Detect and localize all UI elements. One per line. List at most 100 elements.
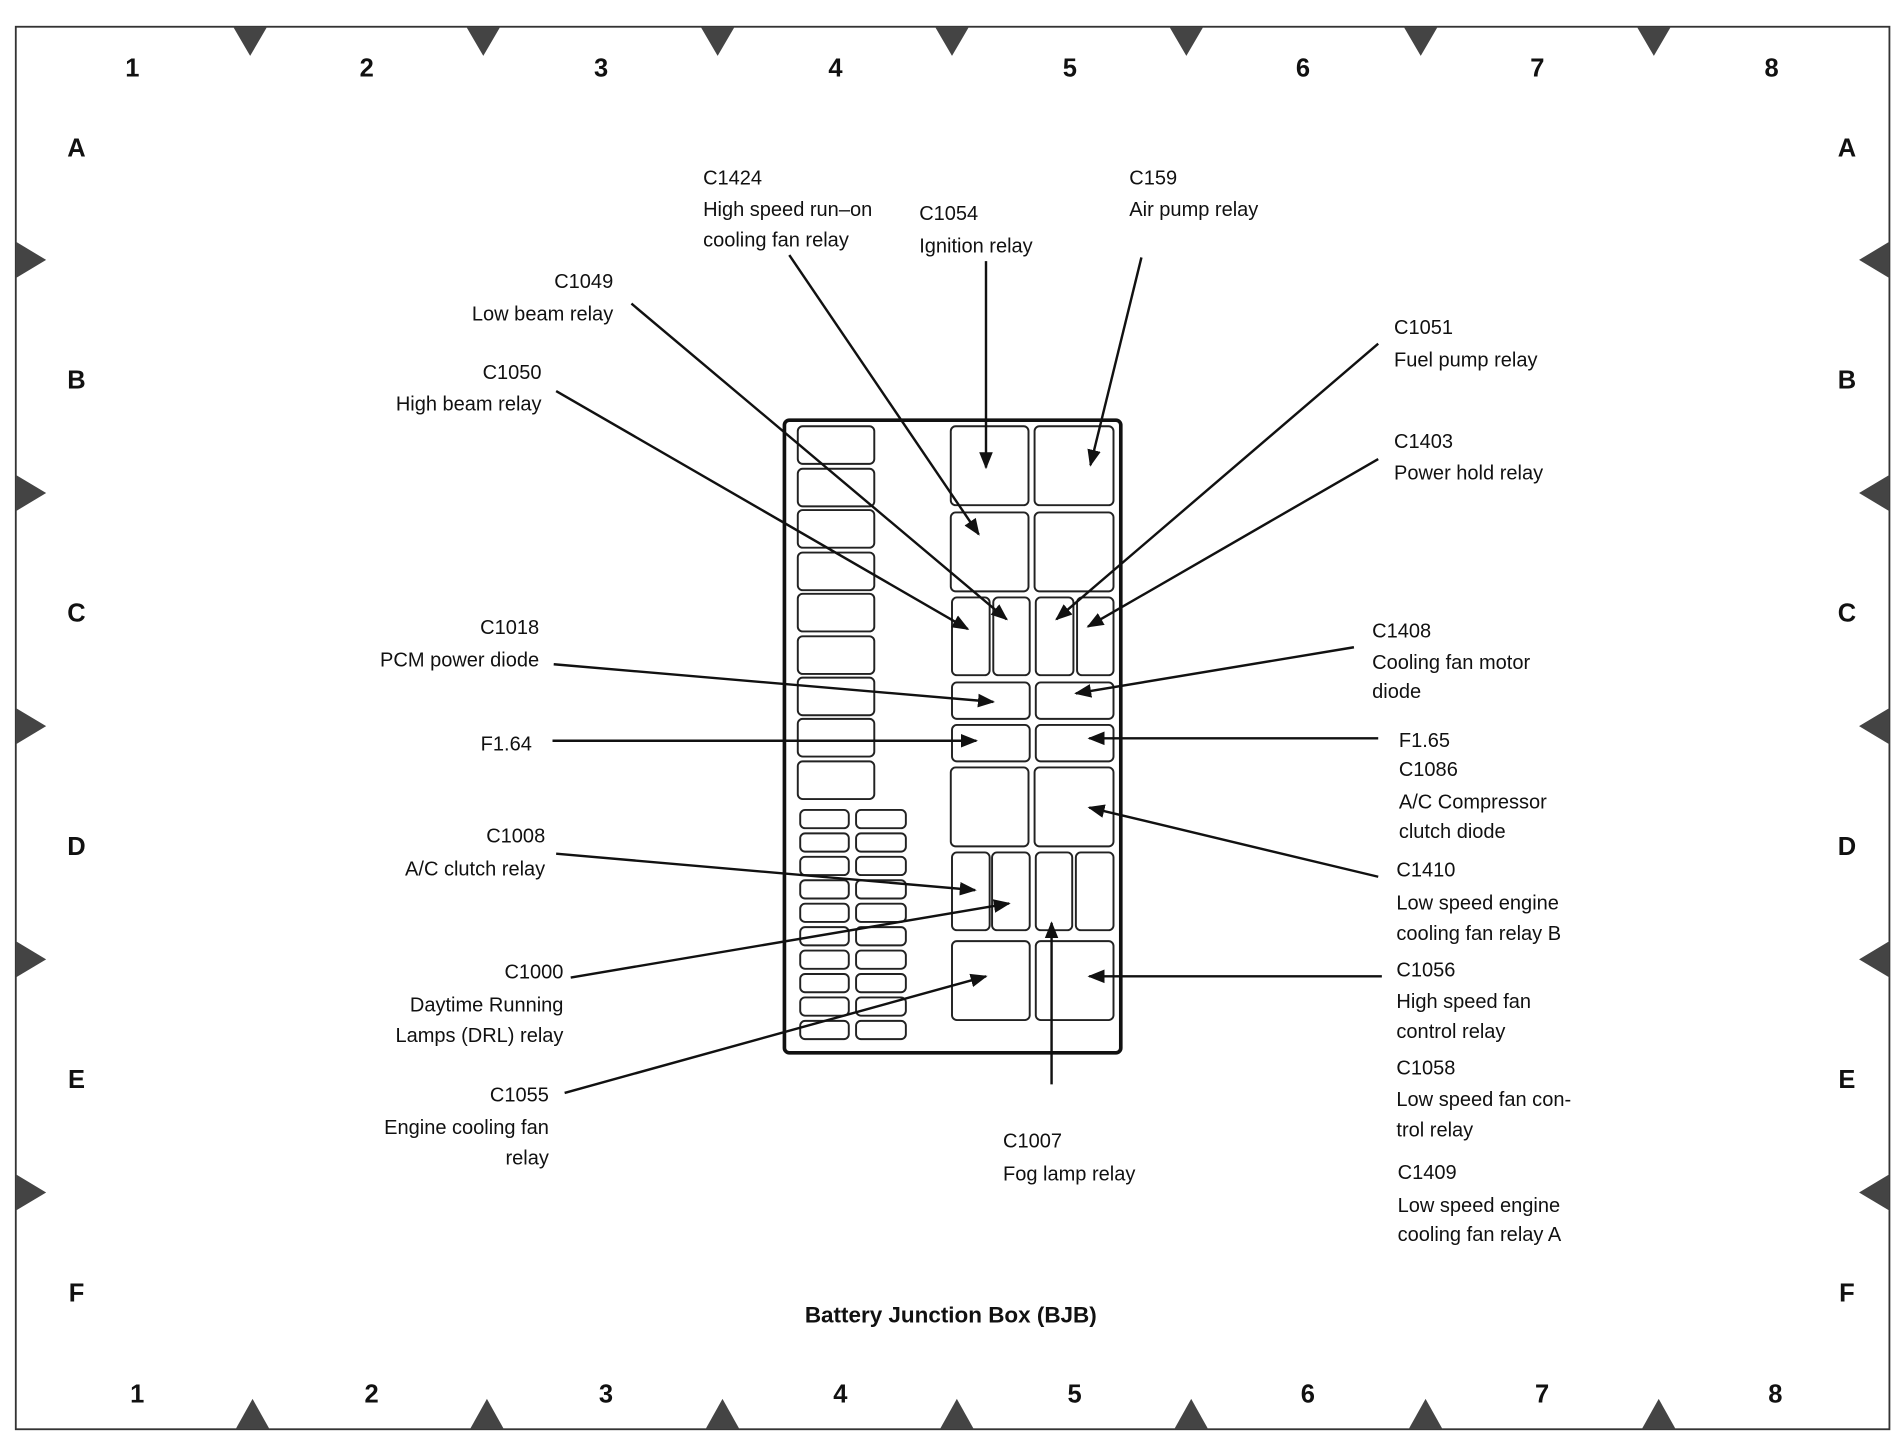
column-label-top: 3 — [594, 55, 608, 83]
grid-marker-top — [466, 26, 501, 56]
connector-code: C1054 — [919, 203, 978, 225]
mini-fuse-slot — [799, 949, 850, 970]
callout-arrows — [552, 254, 1382, 1095]
mini-fuse-slot — [855, 1019, 907, 1041]
grid-marker-top — [1169, 26, 1204, 56]
grid-marker-right — [1859, 707, 1890, 745]
fuse-slot — [796, 551, 876, 592]
callout-16: C1058 Low speed fan con-trol relay — [1396, 1058, 1571, 1142]
grid-marker-bottom — [469, 1398, 504, 1430]
component-name: clutch diode — [1399, 821, 1506, 843]
component-name: Low speed engine — [1396, 893, 1558, 915]
component-name: cooling fan relay A — [1398, 1224, 1562, 1246]
connector-code: C1410 — [1396, 860, 1455, 882]
relay-slot — [1076, 596, 1115, 677]
mini-fuse-slot — [799, 996, 850, 1017]
mini-fuse-slot — [855, 808, 907, 830]
callout-arrow — [1087, 257, 1143, 467]
connector-code: C1055 — [490, 1084, 549, 1106]
grid-markers — [15, 26, 1890, 1430]
callout-17: C1409 Low speed engine cooling fan relay A — [1398, 1162, 1562, 1246]
fuse-slot — [796, 717, 876, 758]
connector-code: C1424 — [703, 168, 762, 190]
column-label-top: 6 — [1296, 55, 1310, 83]
fuse-slot — [796, 592, 876, 633]
connector-code: C1058 — [1396, 1058, 1455, 1080]
callout-7: C1018 PCM power diode — [380, 617, 539, 672]
mini-fuse-slot — [799, 879, 850, 900]
relay-slot — [1034, 723, 1115, 763]
component-name: Low beam relay — [472, 304, 613, 326]
component-name: Power hold relay — [1394, 463, 1543, 485]
callout-arrow — [555, 389, 970, 631]
grid-marker-left — [15, 1174, 47, 1211]
relay-slot — [991, 851, 1031, 932]
connector-code: C1049 — [554, 271, 613, 293]
component-name: trol relay — [1396, 1120, 1473, 1142]
grid-marker-top — [700, 26, 735, 56]
connector-code: C1051 — [1394, 317, 1453, 339]
callout-5: C1051 Fuel pump relay — [1394, 317, 1538, 372]
relay-slot — [951, 851, 991, 932]
column-label-bottom: 5 — [1068, 1381, 1082, 1409]
callout-arrow — [556, 852, 977, 896]
callout-arrow — [1055, 342, 1380, 621]
relay-slot — [1034, 940, 1115, 1022]
callout-arrow — [1086, 457, 1379, 628]
grid-marker-top — [935, 26, 969, 56]
grid-marker-right — [1859, 941, 1890, 978]
connector-code: F1.64 — [481, 733, 532, 755]
callout-arrow — [1074, 646, 1355, 698]
connector-code: C1050 — [483, 362, 542, 384]
component-name: Cooling fan motor — [1372, 652, 1530, 674]
callout-4: C1050 High beam relay — [396, 362, 542, 416]
connector-code: C1008 — [486, 826, 545, 848]
mini-fuse-slot — [799, 973, 850, 994]
component-name: diode — [1372, 681, 1421, 703]
mini-fuse-slot — [799, 902, 850, 923]
callout-10: F1.65 C1086 A/C Compressor clutch diode — [1399, 730, 1547, 843]
callout-13: C1000 Daytime Running Lamps (DRL) relay — [395, 962, 563, 1047]
component-name: cooling fan relay B — [1396, 923, 1561, 945]
callout-0: C1424 High speed run–on cooling fan relay — [703, 168, 872, 252]
column-label-top: 1 — [125, 55, 139, 83]
column-label-bottom: 2 — [364, 1381, 378, 1409]
row-label-right: A — [1838, 135, 1856, 163]
callout-2: C159 Air pump relay — [1129, 168, 1258, 222]
column-label-top: 4 — [828, 55, 843, 83]
fuse-slot — [796, 425, 876, 465]
callout-12: C1008 A/C clutch relay — [405, 826, 545, 881]
row-label-right: E — [1838, 1066, 1855, 1094]
component-name: Low speed fan con- — [1396, 1089, 1571, 1111]
column-label-top: 2 — [360, 55, 374, 83]
relay-slot — [992, 596, 1031, 677]
mini-fuse-slot — [799, 855, 850, 877]
relay-slot — [1033, 766, 1115, 848]
fuse-slot — [796, 509, 876, 549]
column-label-bottom: 6 — [1301, 1381, 1315, 1409]
grid-marker-right — [1859, 241, 1890, 279]
row-label-right: D — [1838, 833, 1856, 861]
mini-fuse-slot — [855, 855, 907, 877]
grid-marker-bottom — [705, 1398, 740, 1430]
mini-fuse-slot — [799, 808, 850, 830]
connector-code: C1007 — [1003, 1131, 1062, 1153]
callout-arrow — [553, 663, 995, 708]
relay-slot — [951, 940, 1031, 1022]
relay-slot — [1074, 851, 1115, 932]
mini-fuse-slot — [855, 832, 907, 853]
grid-marker-left — [15, 707, 47, 745]
diagram-title: Battery Junction Box (BJB) — [805, 1302, 1097, 1327]
relay-slot — [949, 425, 1030, 507]
component-name: Lamps (DRL) relay — [395, 1025, 563, 1047]
mini-fuse-slot — [855, 973, 907, 994]
component-name: PCM power diode — [380, 650, 539, 672]
grid-marker-bottom — [1174, 1398, 1209, 1430]
mini-fuse-slot — [799, 832, 850, 853]
relay-slot — [1033, 425, 1115, 507]
grid-marker-right — [1859, 474, 1890, 512]
callout-14: C1055 Engine cooling fan relay — [384, 1084, 549, 1169]
component-name: relay — [505, 1148, 548, 1170]
column-label-bottom: 4 — [833, 1381, 848, 1409]
